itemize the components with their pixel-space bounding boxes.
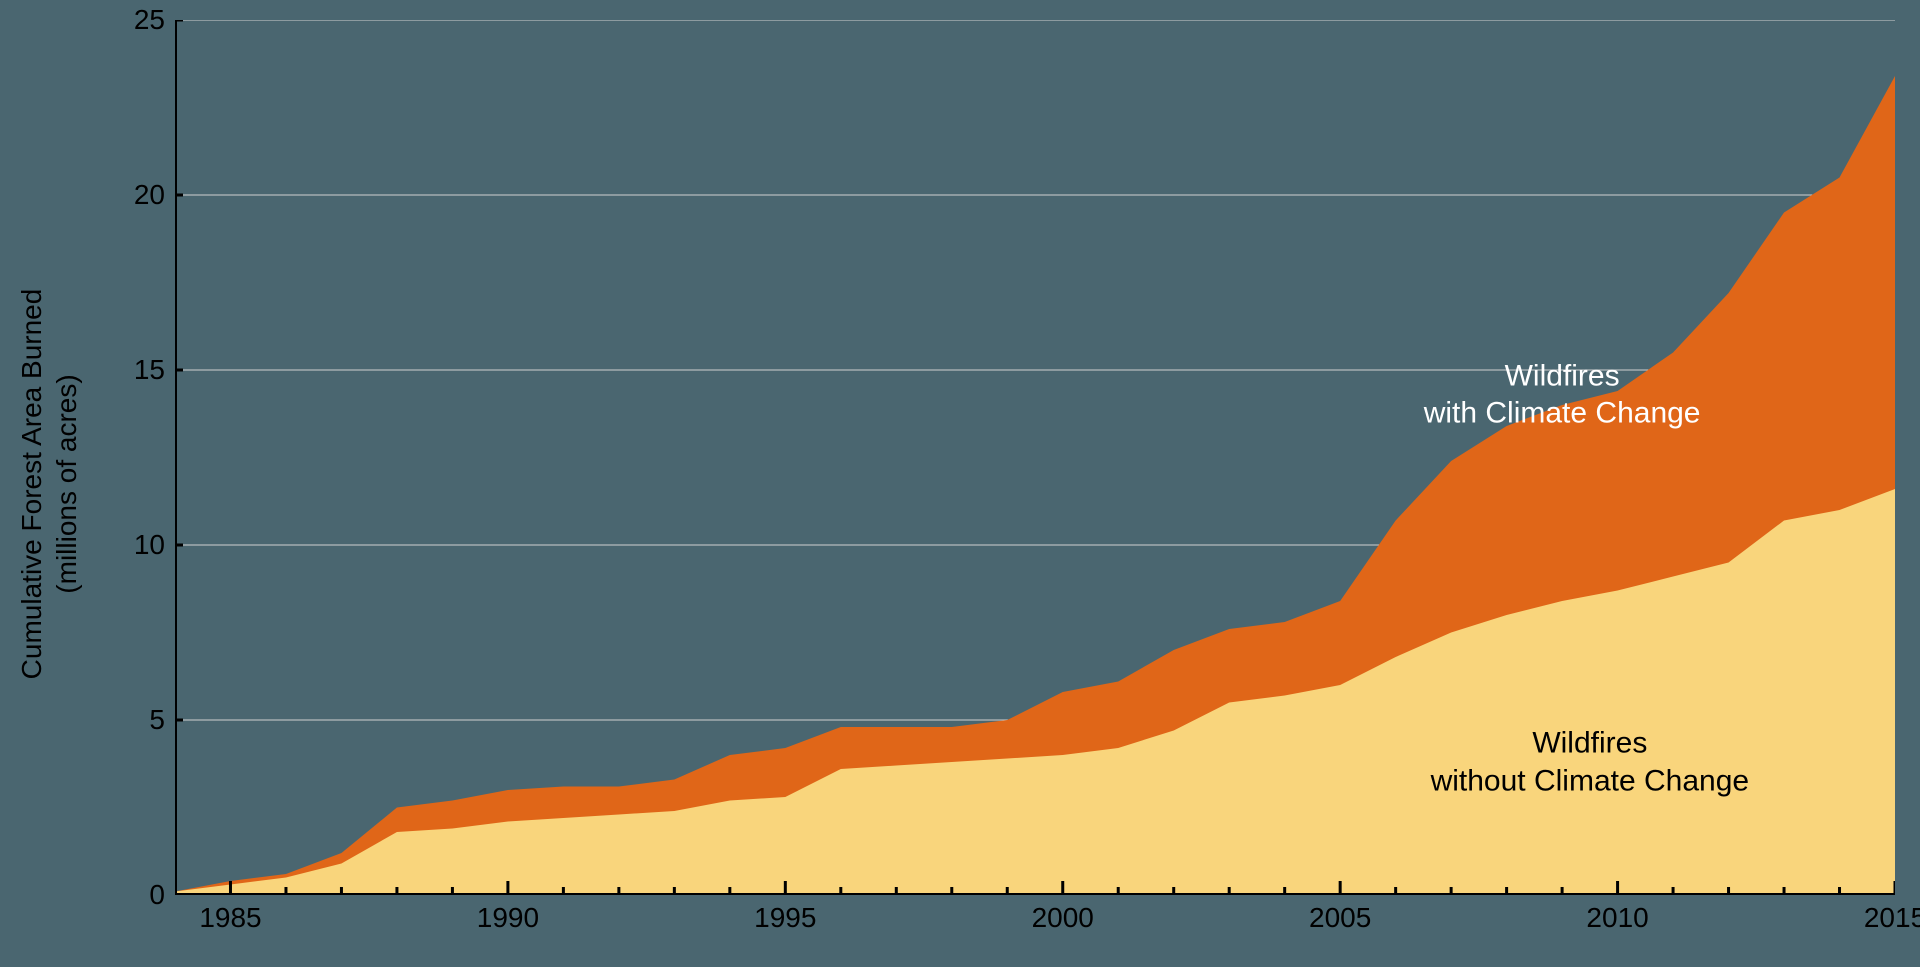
y-axis-label: Cumulative Forest Area Burned (millions … bbox=[14, 288, 84, 679]
y-tick-label: 5 bbox=[105, 704, 165, 736]
y-axis-label-line1: Cumulative Forest Area Burned bbox=[16, 288, 47, 679]
x-tick-label: 2000 bbox=[1032, 902, 1094, 934]
x-tick-label: 1985 bbox=[199, 902, 261, 934]
x-tick-label: 2010 bbox=[1586, 902, 1648, 934]
x-tick-label: 2015 bbox=[1864, 902, 1920, 934]
y-tick-label: 10 bbox=[105, 529, 165, 561]
series-label-line1: Wildfires bbox=[1505, 359, 1620, 392]
wildfire-area-chart: Cumulative Forest Area Burned (millions … bbox=[0, 0, 1920, 967]
y-tick-label: 15 bbox=[105, 354, 165, 386]
series-label-without_climate_change: Wildfires without Climate Change bbox=[1431, 725, 1750, 800]
y-axis-label-line2: (millions of acres) bbox=[51, 374, 82, 593]
series-label-line2: with Climate Change bbox=[1424, 397, 1701, 430]
x-tick-label: 1990 bbox=[477, 902, 539, 934]
series-label-line2: without Climate Change bbox=[1431, 764, 1750, 797]
x-tick-label: 2005 bbox=[1309, 902, 1371, 934]
y-tick-label: 20 bbox=[105, 179, 165, 211]
series-label-line1: Wildfires bbox=[1532, 727, 1647, 760]
y-tick-label: 0 bbox=[105, 879, 165, 911]
y-tick-label: 25 bbox=[105, 4, 165, 36]
series-label-with_climate_change: Wildfires with Climate Change bbox=[1424, 357, 1701, 432]
x-tick-label: 1995 bbox=[754, 902, 816, 934]
